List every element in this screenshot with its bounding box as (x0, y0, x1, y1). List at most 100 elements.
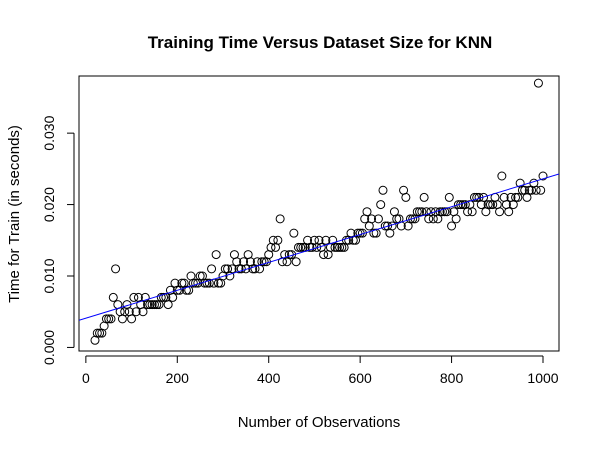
data-point (106, 314, 116, 324)
data-point (451, 214, 461, 224)
data-point (321, 235, 331, 245)
data-point (92, 328, 102, 338)
data-point (376, 200, 386, 210)
data-point (188, 278, 198, 288)
y-axis: 0.000 0.010 0.020 0.030 (41, 115, 75, 365)
x-tick-label: 400 (257, 370, 281, 386)
data-point (111, 264, 121, 274)
y-tick-label: 0.010 (41, 258, 57, 293)
data-point (181, 285, 191, 295)
data-point (367, 214, 377, 224)
y-tick-label: 0.000 (41, 330, 57, 365)
data-point (517, 185, 527, 195)
data-point (369, 228, 379, 238)
x-tick-label: 0 (82, 370, 90, 386)
data-point (371, 228, 381, 238)
chart-title: Training Time Versus Dataset Size for KN… (148, 33, 493, 52)
data-point (378, 185, 388, 195)
data-point (392, 214, 402, 224)
data-point (447, 221, 457, 231)
data-point (440, 207, 450, 217)
data-point (296, 242, 306, 252)
data-point (204, 278, 214, 288)
data-point (330, 242, 340, 252)
data-point (444, 192, 454, 202)
x-tick-label: 800 (440, 370, 464, 386)
data-point (419, 192, 429, 202)
data-point (149, 300, 159, 310)
data-point (479, 192, 489, 202)
data-point (195, 271, 205, 281)
data-point (108, 292, 118, 302)
data-point (147, 300, 157, 310)
data-point (353, 228, 363, 238)
data-point (168, 292, 178, 302)
data-point (467, 207, 477, 217)
data-point (213, 278, 223, 288)
data-point (538, 171, 548, 181)
data-point (138, 307, 148, 317)
data-point (495, 207, 505, 217)
y-tick-label: 0.020 (41, 187, 57, 222)
data-point (257, 257, 267, 267)
regression-line (79, 173, 559, 321)
data-point (485, 200, 495, 210)
data-point (172, 285, 182, 295)
data-point (408, 214, 418, 224)
data-point (145, 300, 155, 310)
data-point (234, 264, 244, 274)
data-point (401, 192, 411, 202)
y-axis-label: Time for Train (in seconds) (6, 125, 23, 303)
x-tick-label: 200 (166, 370, 190, 386)
x-axis: 0 200 400 600 800 1000 (82, 355, 559, 386)
data-point (241, 264, 251, 274)
data-point (335, 242, 345, 252)
data-point (511, 192, 521, 202)
data-point (129, 292, 139, 302)
data-point (337, 242, 347, 252)
data-point (211, 250, 221, 260)
data-point (415, 207, 425, 217)
data-point (524, 185, 534, 195)
data-point (275, 214, 285, 224)
data-point (483, 200, 493, 210)
data-point (373, 214, 383, 224)
data-point (202, 278, 212, 288)
data-point (101, 314, 111, 324)
data-point (332, 242, 342, 252)
data-point (143, 300, 153, 310)
data-point (159, 292, 169, 302)
data-point (259, 257, 269, 267)
data-point (536, 185, 546, 195)
data-points (90, 78, 548, 345)
data-point (156, 292, 166, 302)
data-point (405, 214, 415, 224)
data-point (412, 207, 422, 217)
y-tick-label: 0.030 (41, 115, 57, 150)
x-tick-label: 1000 (527, 370, 558, 386)
data-point (207, 264, 217, 274)
data-point (319, 250, 329, 260)
data-point (533, 78, 543, 88)
data-point (362, 207, 372, 217)
data-point (291, 257, 301, 267)
data-point (273, 235, 283, 245)
plot-frame (78, 75, 560, 352)
x-tick-label: 600 (348, 370, 372, 386)
data-point (95, 328, 105, 338)
data-point (437, 207, 447, 217)
data-point (152, 300, 162, 310)
data-point (131, 307, 141, 317)
data-point (456, 200, 466, 210)
data-point (513, 192, 523, 202)
data-point (104, 314, 114, 324)
data-point (293, 242, 303, 252)
x-axis-label: Number of Observations (238, 414, 401, 431)
data-point (177, 278, 187, 288)
data-point (289, 228, 299, 238)
data-point (453, 200, 463, 210)
data-point (220, 264, 230, 274)
data-point (163, 300, 173, 310)
data-point (504, 207, 514, 217)
